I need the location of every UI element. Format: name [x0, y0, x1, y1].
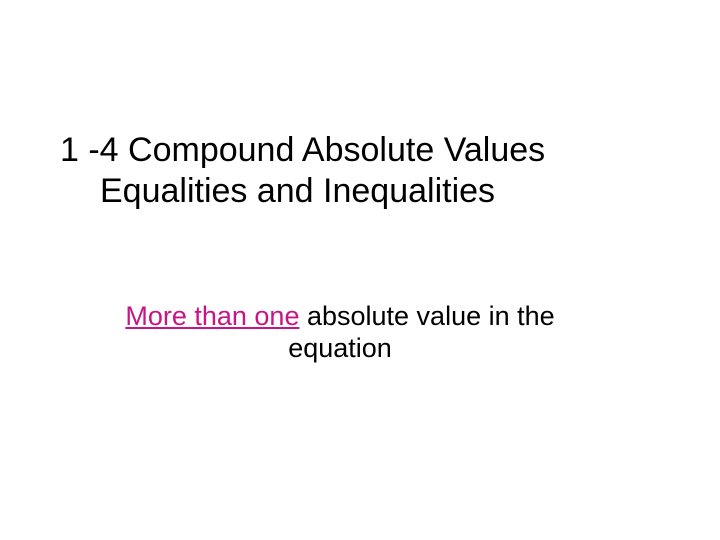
slide-title: 1 -4 Compound Absolute Values Equalities…	[60, 130, 660, 212]
subtitle-rest: absolute value in the equation	[288, 301, 554, 363]
title-line-2: Equalities and Inequalities	[60, 172, 495, 210]
slide-subtitle: More than one absolute value in the equa…	[105, 300, 575, 365]
subtitle-highlight: More than one	[125, 301, 299, 331]
title-line-1: 1 -4 Compound Absolute Values	[60, 131, 545, 169]
slide-container: 1 -4 Compound Absolute Values Equalities…	[0, 0, 720, 540]
